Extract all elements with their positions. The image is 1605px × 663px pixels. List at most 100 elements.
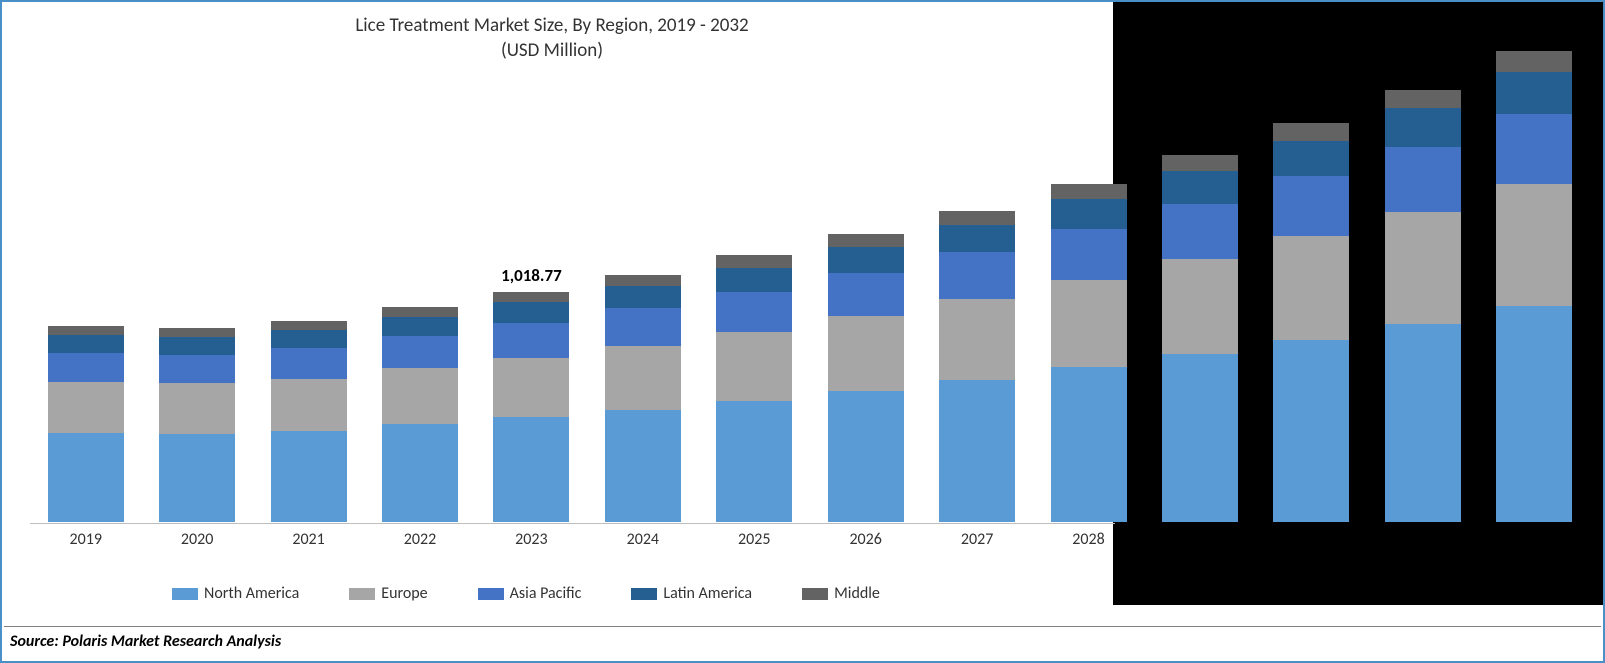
x-axis-label xyxy=(1144,530,1255,549)
bar-segment-middle xyxy=(828,234,904,247)
bar-segment-asia-pacific xyxy=(159,355,235,383)
bar-segment-north-america xyxy=(1051,367,1127,522)
bar-segment-latin-america xyxy=(1273,141,1349,176)
bar-slot xyxy=(1478,77,1589,522)
stacked-bar xyxy=(493,292,569,522)
bar-slot xyxy=(1367,77,1478,522)
bar-segment-europe xyxy=(1496,184,1572,306)
bar-segment-middle xyxy=(159,328,235,337)
legend-item-europe: Europe xyxy=(349,584,427,603)
bar-segment-middle xyxy=(1385,90,1461,109)
stacked-bar xyxy=(1162,155,1238,522)
legend-swatch xyxy=(349,588,375,600)
bars-row: 1,018.77 xyxy=(30,77,1590,522)
stacked-bar xyxy=(1273,123,1349,522)
bar-segment-europe xyxy=(828,316,904,391)
bar-slot xyxy=(1256,77,1367,522)
bar-segment-middle xyxy=(382,307,458,317)
bar-segment-asia-pacific xyxy=(271,348,347,378)
bar-slot: 1,018.77 xyxy=(476,77,587,522)
legend: North America Europe Asia Pacific Latin Ame… xyxy=(172,584,880,603)
bar-segment-north-america xyxy=(828,391,904,522)
bar-slot xyxy=(699,77,810,522)
bar-segment-middle xyxy=(1051,184,1127,199)
stacked-bar xyxy=(1496,51,1572,522)
bar-segment-middle xyxy=(493,292,569,303)
bar-segment-middle xyxy=(605,275,681,286)
bar-segment-latin-america xyxy=(605,286,681,308)
x-axis-label: 2019 xyxy=(30,530,141,549)
bar-segment-europe xyxy=(271,379,347,431)
bar-segment-asia-pacific xyxy=(1273,176,1349,236)
bar-segment-north-america xyxy=(159,434,235,522)
bar-segment-latin-america xyxy=(493,302,569,323)
bar-segment-latin-america xyxy=(1051,199,1127,229)
bar-slot xyxy=(1144,77,1255,522)
stacked-bar xyxy=(716,255,792,522)
bar-segment-north-america xyxy=(716,401,792,522)
legend-label: Europe xyxy=(381,584,427,603)
bar-segment-europe xyxy=(605,346,681,410)
x-axis-labels: 2019202020212022202320242025202620272028 xyxy=(30,530,1590,549)
x-axis-label xyxy=(1367,530,1478,549)
bar-segment-north-america xyxy=(1273,340,1349,522)
bar-segment-middle xyxy=(48,326,124,335)
legend-item-asia-pacific: Asia Pacific xyxy=(478,584,582,603)
legend-item-latin-america: Latin America xyxy=(631,584,752,603)
bar-segment-north-america xyxy=(939,380,1015,522)
x-axis-label xyxy=(1256,530,1367,549)
bar-segment-latin-america xyxy=(828,247,904,273)
legend-item-north-america: North America xyxy=(172,584,299,603)
bar-segment-latin-america xyxy=(1162,171,1238,203)
bar-slot xyxy=(30,77,141,522)
bar-segment-middle xyxy=(271,321,347,330)
legend-label: Asia Pacific xyxy=(510,584,582,603)
bar-segment-middle xyxy=(1162,155,1238,171)
bar-slot xyxy=(364,77,475,522)
legend-swatch xyxy=(631,588,657,600)
bar-segment-asia-pacific xyxy=(493,323,569,357)
bar-slot xyxy=(253,77,364,522)
bar-segment-middle xyxy=(1273,123,1349,141)
bar-segment-asia-pacific xyxy=(1385,147,1461,212)
stacked-bar xyxy=(1051,184,1127,522)
bar-segment-latin-america xyxy=(48,335,124,353)
x-axis-label: 2020 xyxy=(141,530,252,549)
legend-swatch xyxy=(172,588,198,600)
bar-segment-asia-pacific xyxy=(716,292,792,332)
chart-frame: Lice Treatment Market Size, By Region, 2… xyxy=(0,0,1605,663)
stacked-bar xyxy=(828,234,904,522)
bar-segment-latin-america xyxy=(1385,108,1461,146)
bar-segment-latin-america xyxy=(271,330,347,348)
bar-segment-north-america xyxy=(1162,354,1238,522)
bar-slot xyxy=(921,77,1032,522)
bar-segment-latin-america xyxy=(939,225,1015,253)
bar-slot xyxy=(141,77,252,522)
bar-segment-europe xyxy=(48,382,124,433)
bar-segment-north-america xyxy=(1385,324,1461,522)
chart-title: Lice Treatment Market Size, By Region, 2… xyxy=(2,14,1102,63)
bar-segment-latin-america xyxy=(382,317,458,337)
bar-segment-asia-pacific xyxy=(1051,229,1127,280)
bar-segment-latin-america xyxy=(716,268,792,292)
bar-segment-europe xyxy=(159,383,235,434)
bar-segment-asia-pacific xyxy=(48,353,124,382)
bar-segment-middle xyxy=(939,211,1015,225)
stacked-bar xyxy=(382,307,458,522)
x-axis-label xyxy=(1478,530,1589,549)
bar-segment-europe xyxy=(1051,280,1127,367)
bar-segment-asia-pacific xyxy=(605,308,681,345)
bar-segment-asia-pacific xyxy=(1496,114,1572,185)
bar-slot xyxy=(1033,77,1144,522)
x-axis-label: 2023 xyxy=(476,530,587,549)
bar-segment-europe xyxy=(939,299,1015,380)
bar-segment-middle xyxy=(1496,51,1572,71)
stacked-bar xyxy=(605,275,681,522)
source-divider xyxy=(4,626,1601,627)
x-axis-label: 2021 xyxy=(253,530,364,549)
data-callout: 1,018.77 xyxy=(501,265,562,286)
bar-segment-north-america xyxy=(382,424,458,522)
chart-title-line2: (USD Million) xyxy=(501,39,603,62)
bar-segment-asia-pacific xyxy=(828,273,904,316)
bar-segment-europe xyxy=(1162,259,1238,354)
